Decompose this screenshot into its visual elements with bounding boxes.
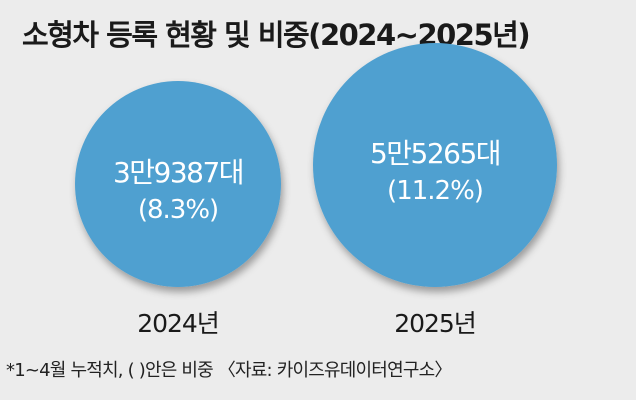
value-label: 5만5265대 <box>370 137 500 170</box>
category-label: 2025년 <box>394 309 476 338</box>
share-label: (11.2%) <box>387 176 483 206</box>
share-label: (8.3%) <box>138 195 218 225</box>
value-label: 3만9387대 <box>113 156 243 189</box>
footnote: *1~4월 누적치, ( )안은 비중 〈자료: 카이즈유데이터연구소〉 <box>6 360 452 381</box>
bubble-2024년 <box>75 81 281 287</box>
category-label: 2024년 <box>137 309 219 338</box>
bubble-2025년 <box>313 43 557 287</box>
